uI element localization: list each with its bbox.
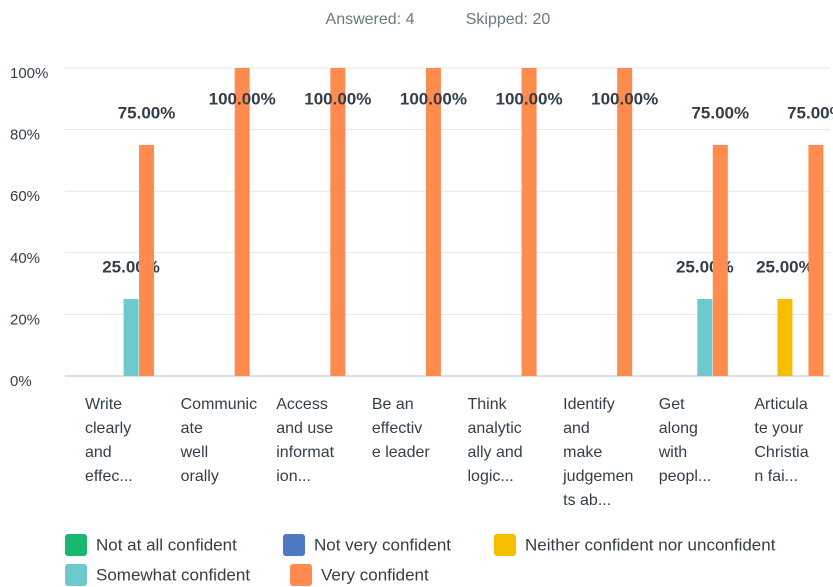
- y-tick-label: 0%: [10, 373, 32, 390]
- x-tick-label: and: [563, 420, 590, 437]
- data-label: 100.00%: [591, 89, 658, 108]
- legend-swatch: [290, 564, 312, 586]
- x-tick-label: Communic: [181, 396, 257, 413]
- x-tick-label: with: [658, 444, 687, 461]
- data-label: 25.00%: [756, 257, 814, 276]
- x-tick-label: Be an: [372, 396, 414, 413]
- legend-label: Not very confident: [314, 535, 451, 554]
- data-label: 100.00%: [209, 89, 276, 108]
- y-tick-label: 100%: [10, 65, 48, 82]
- bar: [617, 68, 633, 376]
- bar: [123, 299, 139, 376]
- x-tick-label: orally: [181, 468, 219, 485]
- x-tick-label: Christia: [754, 444, 808, 461]
- legend-swatch: [65, 534, 87, 556]
- bar: [808, 145, 824, 376]
- legend-label: Not at all confident: [96, 535, 237, 554]
- data-label: 75.00%: [691, 103, 749, 122]
- skipped-count: Skipped: 20: [466, 11, 551, 28]
- x-tick-label: ate: [181, 420, 203, 437]
- y-tick-label: 80%: [10, 127, 40, 144]
- x-tick-label: informat: [276, 444, 334, 461]
- y-tick-label: 60%: [10, 188, 40, 205]
- x-tick-label: Think: [468, 396, 508, 413]
- bar: [425, 68, 441, 376]
- data-label: 100.00%: [400, 89, 467, 108]
- x-tick-label: well: [180, 444, 209, 461]
- legend-swatch: [65, 564, 87, 586]
- bar: [521, 68, 537, 376]
- x-tick-label: effec...: [85, 468, 133, 485]
- bar: [234, 68, 250, 376]
- x-tick-label: make: [563, 444, 602, 461]
- x-tick-label: Write: [85, 396, 122, 413]
- data-label: 100.00%: [304, 89, 371, 108]
- bar: [139, 145, 155, 376]
- data-label: 75.00%: [787, 103, 833, 122]
- x-tick-label: Get: [659, 396, 685, 413]
- x-tick-label: and: [85, 444, 112, 461]
- x-tick-label: and use: [276, 420, 333, 437]
- x-tick-label: ts ab...: [563, 492, 611, 509]
- x-tick-label: judgemen: [562, 468, 633, 485]
- bar: [330, 68, 346, 376]
- x-tick-label: along: [659, 420, 698, 437]
- legend-swatch: [494, 534, 516, 556]
- x-tick-label: logic...: [468, 468, 514, 485]
- bar: [777, 299, 793, 376]
- y-tick-label: 40%: [10, 250, 40, 267]
- x-tick-label: Access: [276, 396, 328, 413]
- x-tick-label: ion...: [276, 468, 311, 485]
- data-label: 75.00%: [118, 103, 176, 122]
- x-tick-label: te your: [754, 420, 804, 437]
- bar: [697, 299, 713, 376]
- x-tick-label: n fai...: [754, 468, 798, 485]
- y-tick-label: 20%: [10, 311, 40, 328]
- x-tick-label: Articula: [754, 396, 807, 413]
- x-tick-label: e leader: [372, 444, 430, 461]
- legend-label: Somewhat confident: [96, 565, 250, 584]
- x-tick-label: ally and: [468, 444, 523, 461]
- legend-swatch: [283, 534, 305, 556]
- legend-label: Very confident: [321, 565, 429, 584]
- x-tick-label: clearly: [85, 420, 131, 437]
- bar: [712, 145, 728, 376]
- x-tick-label: Identify: [563, 396, 615, 413]
- data-label: 100.00%: [496, 89, 563, 108]
- answered-count: Answered: 4: [326, 11, 415, 28]
- x-tick-label: effectiv: [372, 420, 422, 437]
- x-tick-label: peopl...: [659, 468, 711, 485]
- x-tick-label: analytic: [468, 420, 522, 437]
- legend-label: Neither confident nor unconfident: [525, 535, 776, 554]
